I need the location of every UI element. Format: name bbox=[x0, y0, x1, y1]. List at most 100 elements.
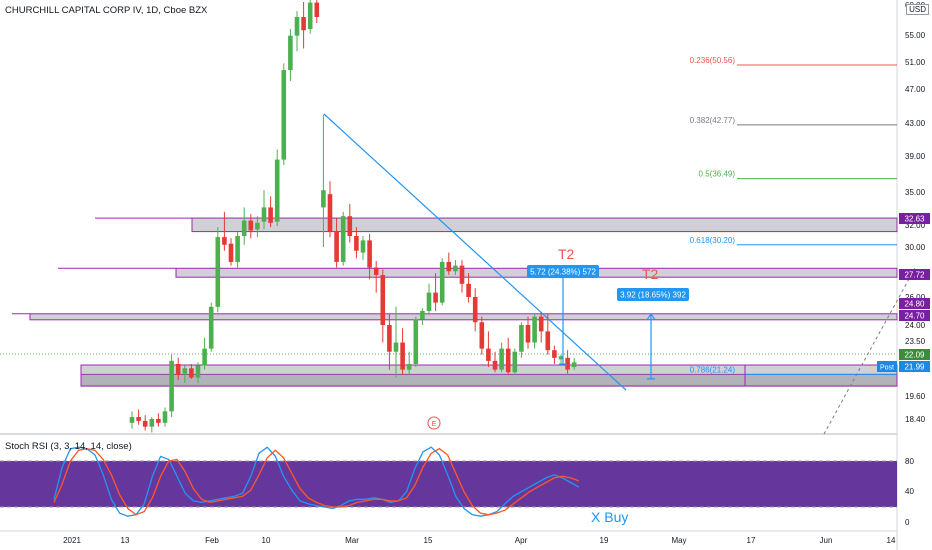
candle bbox=[301, 2, 306, 49]
time-tick-label: 10 bbox=[262, 536, 271, 545]
candle bbox=[340, 211, 346, 266]
candle bbox=[453, 260, 458, 275]
trendlines bbox=[323, 113, 916, 435]
candle-body bbox=[354, 236, 359, 251]
candle bbox=[288, 29, 293, 81]
candle bbox=[525, 316, 531, 349]
price-tick-label: 51.00 bbox=[905, 58, 926, 67]
candle bbox=[248, 214, 254, 239]
candle-body bbox=[248, 220, 254, 231]
candle-body bbox=[525, 325, 531, 343]
stoch-tick-label: 0 bbox=[905, 518, 910, 527]
candle-body bbox=[334, 231, 339, 262]
candle-body bbox=[294, 17, 300, 36]
candle bbox=[327, 181, 333, 238]
measure-label: 3.92 (18.65%) 392 bbox=[620, 291, 686, 300]
price-badge bbox=[899, 361, 930, 372]
candle bbox=[321, 114, 326, 247]
candle-body bbox=[307, 2, 313, 29]
target-label: T2 bbox=[558, 246, 575, 262]
candle bbox=[169, 354, 174, 418]
price-badge-label: 21.99 bbox=[904, 363, 925, 372]
candle bbox=[222, 211, 227, 251]
candle bbox=[235, 231, 240, 268]
candle-body bbox=[505, 348, 511, 373]
candle-body bbox=[545, 331, 551, 351]
candle bbox=[182, 365, 188, 383]
candle bbox=[393, 306, 399, 378]
time-tick-label: Apr bbox=[515, 536, 528, 545]
candle-body bbox=[195, 365, 201, 378]
candle-body bbox=[519, 325, 524, 352]
candle bbox=[472, 288, 478, 332]
stoch-d-line bbox=[53, 447, 580, 516]
fib-label: 0.618(30.20) bbox=[690, 236, 736, 245]
price-tick-label: 24.00 bbox=[905, 321, 926, 330]
candle bbox=[558, 354, 564, 364]
target-label: T2 bbox=[642, 266, 659, 282]
price-tick-label: 18.40 bbox=[905, 415, 926, 424]
candle-body bbox=[492, 360, 498, 370]
price-badge-label: 27.72 bbox=[904, 271, 925, 280]
candle-body bbox=[439, 261, 445, 303]
candle bbox=[314, 0, 320, 23]
candle bbox=[274, 149, 280, 227]
candle bbox=[373, 261, 379, 293]
candle bbox=[406, 351, 412, 375]
stoch-tick-label: 80 bbox=[905, 457, 914, 466]
candle bbox=[156, 413, 161, 427]
candle bbox=[433, 273, 438, 311]
candle bbox=[466, 273, 471, 303]
candle bbox=[367, 233, 372, 280]
candle bbox=[519, 322, 524, 358]
candle-body bbox=[268, 207, 273, 223]
candle-body bbox=[202, 348, 207, 366]
candle-body bbox=[426, 292, 432, 311]
price-badge-label: 32.63 bbox=[904, 215, 925, 224]
price-tick-label: 23.50 bbox=[905, 337, 926, 346]
time-tick-label: 17 bbox=[747, 536, 756, 545]
sr-zone bbox=[191, 217, 898, 233]
candle bbox=[142, 415, 148, 431]
candle-body bbox=[433, 292, 438, 303]
price-tick-label: 43.00 bbox=[905, 119, 926, 128]
projection-line bbox=[823, 267, 916, 435]
candle-body bbox=[261, 207, 267, 222]
candle bbox=[354, 227, 359, 259]
candle bbox=[228, 238, 234, 266]
price-badge bbox=[899, 213, 930, 224]
candle-body bbox=[367, 240, 372, 268]
candle-body bbox=[486, 348, 491, 361]
price-tick-label: 47.00 bbox=[905, 85, 926, 94]
candle-body bbox=[169, 360, 174, 412]
fib-label: 0.382(42.77) bbox=[690, 116, 736, 125]
candle-body bbox=[552, 350, 557, 358]
price-tick-label: 26.00 bbox=[905, 293, 926, 302]
candle-body bbox=[281, 70, 287, 160]
candle-body bbox=[380, 275, 386, 325]
stoch-rsi-title: Stoch RSI (3, 3, 14, 14, close) bbox=[5, 441, 132, 452]
candle-body bbox=[222, 237, 227, 245]
price-badge bbox=[899, 310, 930, 321]
price-tick-label: 30.00 bbox=[905, 243, 926, 252]
candle-body bbox=[479, 322, 485, 349]
chart-title: CHURCHILL CAPITAL CORP IV, 1D, Cboe BZX bbox=[5, 5, 208, 16]
candle-body bbox=[175, 363, 181, 375]
candle bbox=[208, 302, 214, 352]
candle bbox=[479, 316, 485, 355]
candle-body bbox=[466, 283, 471, 297]
earnings-label: E bbox=[432, 421, 437, 428]
price-tick-label: 19.60 bbox=[905, 392, 926, 401]
measure-label: 5.72 (24.38%) 572 bbox=[530, 268, 596, 277]
candle-body bbox=[189, 368, 194, 378]
x-buy-label: X Buy bbox=[591, 509, 628, 525]
candle-body bbox=[321, 190, 326, 208]
price-tick-label: 35.00 bbox=[905, 188, 926, 197]
sr-zone bbox=[29, 313, 898, 321]
candle bbox=[387, 313, 392, 370]
time-tick-label: Feb bbox=[205, 536, 219, 545]
candle bbox=[307, 0, 313, 34]
price-tick-label: 55.00 bbox=[905, 31, 926, 40]
